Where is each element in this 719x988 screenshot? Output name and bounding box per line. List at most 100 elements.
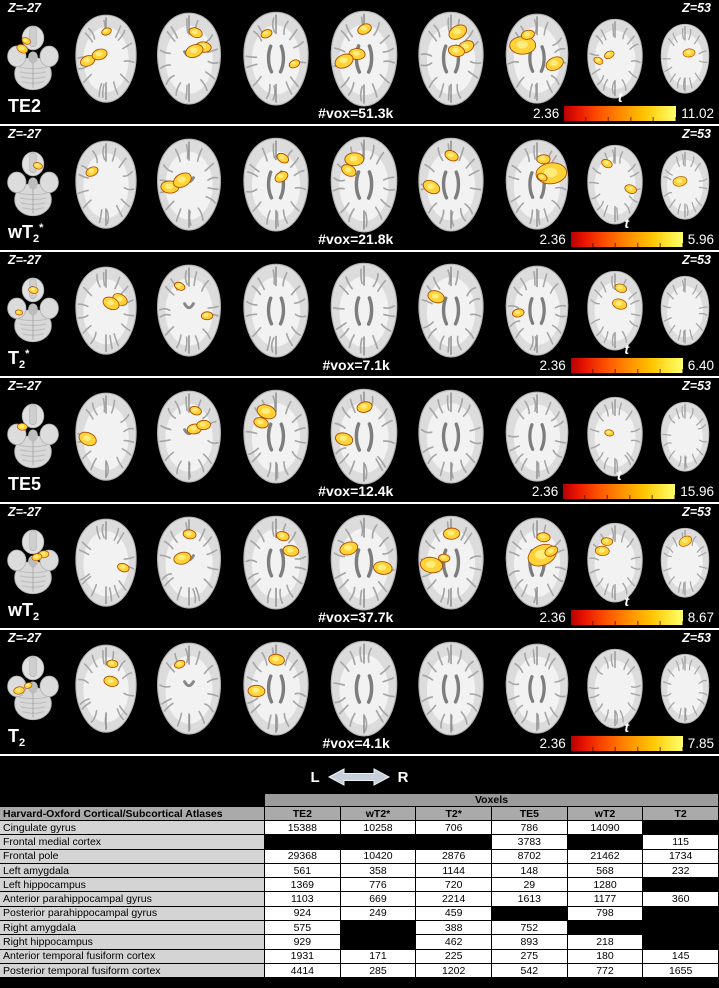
region-cell: Left amygdala [0, 863, 265, 879]
value-cell: 148 [491, 863, 568, 879]
region-cell: Frontal pole [0, 849, 265, 864]
brain-slice-image [7, 151, 59, 217]
z-label-right: Z=53 [682, 631, 711, 645]
value-cell: 1931 [265, 949, 341, 964]
brain-slice-image [418, 137, 484, 232]
value-cell: 568 [567, 863, 644, 879]
brain-figure: Z=-27 Z=53 TE2 #vox=51.3k 2.36 t 11.02 Z=-27 Z=5… [0, 0, 719, 756]
value-cell: 275 [491, 949, 568, 964]
empty-value-cell [567, 835, 644, 850]
t-axis-label: t [624, 593, 630, 609]
brain-slice-image [7, 529, 59, 595]
voxel-count: #vox=12.4k [318, 483, 394, 499]
value-cell: 21462 [567, 849, 644, 864]
left-label: L [310, 768, 320, 786]
value-cell: 1202 [416, 963, 492, 979]
value-cell: 772 [567, 963, 644, 979]
value-cell: 1103 [265, 892, 341, 907]
value-cell: 2876 [416, 849, 492, 864]
t-min-label: 2.36 [539, 610, 566, 625]
t-min-label: 2.36 [539, 736, 566, 751]
t-colorbar-group: 2.36 t 8.67 [539, 593, 714, 625]
value-cell: 218 [567, 935, 644, 950]
voxel-count: #vox=21.8k [318, 231, 394, 247]
brain-slice-image [157, 516, 222, 609]
value-cell: 786 [491, 821, 568, 836]
brain-slice-image [587, 270, 644, 351]
t-axis-label: t [624, 719, 630, 735]
row-label-main: wT [8, 600, 33, 620]
value-cell: 893 [491, 935, 568, 950]
brain-slice-image [243, 263, 309, 358]
brain-slice-image [505, 139, 569, 230]
t-colorbar: t [564, 89, 677, 121]
t-colorbar-group: 2.36 t 7.85 [539, 719, 714, 751]
row-label-subscript: 2 [33, 611, 40, 623]
orientation-legend: L R [0, 756, 719, 792]
value-cell: 669 [340, 892, 417, 907]
t-max-label: 15.96 [680, 484, 714, 499]
brain-row-panel: Z=-27 Z=53 TE2 #vox=51.3k 2.36 t 11.02 [0, 0, 719, 126]
t-axis-label: t [624, 215, 630, 231]
brain-slice-strip [6, 387, 713, 487]
row-label: T2* [8, 344, 29, 375]
empty-value-cell [340, 835, 417, 850]
brain-slice-image [157, 390, 222, 483]
brain-slice-image [418, 263, 484, 358]
row-label-main: T [8, 726, 19, 746]
brain-slice-image [505, 643, 569, 734]
t-axis-label: t [616, 467, 622, 483]
brain-slice-image [660, 275, 710, 346]
value-cell: 285 [340, 963, 417, 979]
row-label-main: TE2 [8, 96, 42, 116]
row-label: TE5 [8, 470, 41, 501]
brain-slice-image [157, 138, 222, 231]
t-max-label: 5.96 [687, 232, 714, 247]
value-cell: 720 [416, 878, 492, 893]
value-cell: 776 [340, 878, 417, 893]
row-label-subscript: 2 [19, 359, 26, 371]
table-column-header: wT2 [567, 807, 644, 821]
value-cell: 752 [491, 921, 568, 936]
value-cell: 3783 [491, 835, 568, 850]
empty-value-cell [340, 921, 417, 936]
value-cell: 358 [340, 863, 417, 879]
value-cell: 2214 [416, 892, 492, 907]
row-label-main: TE5 [8, 474, 42, 494]
t-min-label: 2.36 [531, 484, 559, 499]
row-label-superscript: * [25, 348, 30, 360]
value-cell: 15388 [265, 821, 341, 836]
z-label-left: Z=-27 [8, 631, 42, 645]
row-label: wT2* [8, 218, 43, 249]
double-arrow-icon [327, 768, 390, 786]
value-cell: 8702 [491, 849, 568, 864]
empty-value-cell [416, 835, 492, 850]
t-max-label: 11.02 [681, 106, 714, 121]
brain-slice-image [418, 11, 484, 106]
value-cell: 232 [643, 863, 719, 879]
t-colorbar: t [570, 719, 683, 751]
atlas-table-section: L R Voxels Harvard-Oxford Cortical/Subcor… [0, 756, 719, 979]
brain-slice-image [243, 137, 309, 232]
t-colorbar-group: 2.36 t 11.02 [533, 89, 714, 121]
brain-slice-image [75, 14, 137, 103]
brain-slice-image [157, 264, 222, 357]
table-column-header: TE5 [491, 807, 568, 821]
voxel-count: #vox=7.1k [322, 357, 390, 373]
brain-slice-strip [6, 9, 713, 109]
empty-value-cell [643, 821, 719, 836]
region-cell: Left hippocampus [0, 878, 265, 893]
brain-row-panel: Z=-27 Z=53 wT2 #vox=37.7k 2.36 t 8.67 [0, 504, 719, 630]
z-label-right: Z=53 [682, 505, 711, 519]
brain-slice-image [418, 515, 484, 610]
t-colorbar: t [563, 467, 676, 499]
region-cell: Right amygdala [0, 921, 265, 936]
brain-slice-image [660, 149, 710, 220]
empty-value-cell [643, 878, 719, 893]
empty-value-cell [265, 835, 341, 850]
value-cell: 249 [340, 906, 417, 922]
brain-slice-strip [6, 261, 713, 361]
value-cell: 924 [265, 906, 341, 922]
region-cell: Anterior parahippocampal gyrus [0, 892, 265, 907]
